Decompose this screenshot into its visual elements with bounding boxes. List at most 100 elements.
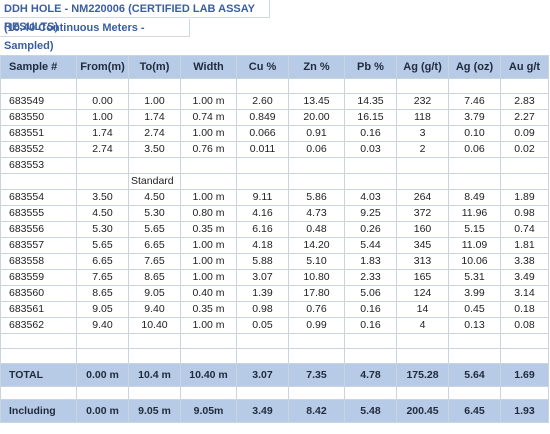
empty-cell <box>180 333 237 349</box>
cell-value: 4.03 <box>344 189 397 206</box>
cell-value: 1.00 m <box>180 93 237 110</box>
cell-value: 165 <box>396 269 449 286</box>
cell-value: 3.99 <box>448 285 501 302</box>
total-value: 5.64 <box>448 363 501 387</box>
cell-value: 1.00 m <box>180 253 237 270</box>
cell-value: 16.15 <box>344 109 397 126</box>
empty-cell <box>236 333 289 349</box>
cell-value: 7.46 <box>448 93 501 110</box>
cell-value: 124 <box>396 285 449 302</box>
cell-value: 0.74 m <box>180 109 237 126</box>
cell-value: 0.16 <box>344 317 397 334</box>
total-label: TOTAL <box>0 363 77 387</box>
cell-value: 0.99 <box>288 317 345 334</box>
table-row: 683549 0.00 1.00 1.00 m 2.60 13.45 14.35 232 7.4… <box>0 93 549 110</box>
column-header: To(m) <box>128 55 181 79</box>
column-header: From(m) <box>76 55 129 79</box>
empty-cell <box>0 78 77 94</box>
cell-value: 3.07 <box>236 269 289 286</box>
cell-value: 0.02 <box>500 141 549 158</box>
cell-value: 0.05 <box>236 317 289 334</box>
empty-cell <box>448 78 501 94</box>
sample-id: 683555 <box>0 205 77 222</box>
cell-value: 2.74 <box>128 125 181 142</box>
empty-cell <box>500 173 549 190</box>
sample-id: 683552 <box>0 141 77 158</box>
cell-value: 8.65 <box>76 285 129 302</box>
cell-value: 2.83 <box>500 93 549 110</box>
sample-id: 683562 <box>0 317 77 334</box>
cell-value: 9.40 <box>128 301 181 318</box>
empty-cell <box>236 173 289 190</box>
cell-value: 0.26 <box>344 221 397 238</box>
cell-value: 4.50 <box>76 205 129 222</box>
cell-value: 0.35 m <box>180 301 237 318</box>
sample-id: 683553 <box>0 157 77 174</box>
cell-value: 0.91 <box>288 125 345 142</box>
empty-cell <box>0 173 77 190</box>
empty-cell <box>500 348 549 364</box>
blank-row <box>0 333 549 349</box>
including-value: 3.49 <box>236 399 289 423</box>
table-row: 683553 <box>0 157 549 174</box>
cell-value <box>128 157 181 174</box>
empty-cell <box>288 78 345 94</box>
empty-cell <box>448 348 501 364</box>
empty-cell <box>128 78 181 94</box>
column-header: Sample # <box>0 55 77 79</box>
including-value: 5.48 <box>344 399 397 423</box>
cell-value <box>180 157 237 174</box>
cell-value: 0.98 <box>236 301 289 318</box>
cell-value: 3.38 <box>500 253 549 270</box>
cell-value: 5.65 <box>128 221 181 238</box>
table-row: 683554 3.50 4.50 1.00 m 9.11 5.86 4.03 264 8.49 1… <box>0 189 549 206</box>
cell-value: 0.09 <box>500 125 549 142</box>
including-value: 1.93 <box>500 399 549 423</box>
empty-cell <box>180 386 237 400</box>
cell-value: 0.74 <box>500 221 549 238</box>
column-header: Ag (g/t) <box>396 55 449 79</box>
cell-value: 1.00 <box>128 93 181 110</box>
table-row: 683551 1.74 2.74 1.00 m 0.066 0.91 0.16 3 0.10 0.… <box>0 125 549 142</box>
cell-value: 8.65 <box>128 269 181 286</box>
cell-value: 1.00 m <box>180 237 237 254</box>
cell-value <box>344 157 397 174</box>
cell-value: 4.18 <box>236 237 289 254</box>
cell-value: 160 <box>396 221 449 238</box>
empty-cell <box>344 348 397 364</box>
table-row: 683560 8.65 9.05 0.40 m 1.39 17.80 5.06 124 3.99… <box>0 285 549 302</box>
cell-value: 2.33 <box>344 269 397 286</box>
cell-value: 3.79 <box>448 109 501 126</box>
cell-value: 1.39 <box>236 285 289 302</box>
cell-value: 7.65 <box>128 253 181 270</box>
empty-cell <box>236 348 289 364</box>
table-row: 683550 1.00 1.74 0.74 m 0.849 20.00 16.15 118 3.… <box>0 109 549 126</box>
table-row: 683555 4.50 5.30 0.80 m 4.16 4.73 9.25 372 11.96… <box>0 205 549 222</box>
including-value: 0.00 m <box>76 399 129 423</box>
including-label: Including <box>0 399 77 423</box>
cell-value <box>396 157 449 174</box>
empty-cell <box>128 348 181 364</box>
table-row: 683559 7.65 8.65 1.00 m 3.07 10.80 2.33 165 5.31… <box>0 269 549 286</box>
table-row: 683558 6.65 7.65 1.00 m 5.88 5.10 1.83 313 10.06… <box>0 253 549 270</box>
empty-cell <box>344 78 397 94</box>
cell-value: 232 <box>396 93 449 110</box>
empty-cell <box>76 348 129 364</box>
column-header: Ag (oz) <box>448 55 501 79</box>
cell-value: 9.11 <box>236 189 289 206</box>
cell-value: 5.15 <box>448 221 501 238</box>
sheet-title: DDH HOLE - NM220006 (CERTIFIED LAB ASSAY… <box>0 0 270 33</box>
cell-value <box>288 157 345 174</box>
empty-cell <box>288 348 345 364</box>
empty-cell <box>500 333 549 349</box>
total-value: 1.69 <box>500 363 549 387</box>
cell-value <box>236 157 289 174</box>
cell-value: 5.31 <box>448 269 501 286</box>
cell-value: 1.89 <box>500 189 549 206</box>
standard-note: Standard <box>128 173 181 190</box>
column-header: Au g/t <box>500 55 549 79</box>
empty-cell <box>448 386 501 400</box>
cell-value: 1.74 <box>76 125 129 142</box>
sample-id: 683558 <box>0 253 77 270</box>
cell-value: 0.03 <box>344 141 397 158</box>
